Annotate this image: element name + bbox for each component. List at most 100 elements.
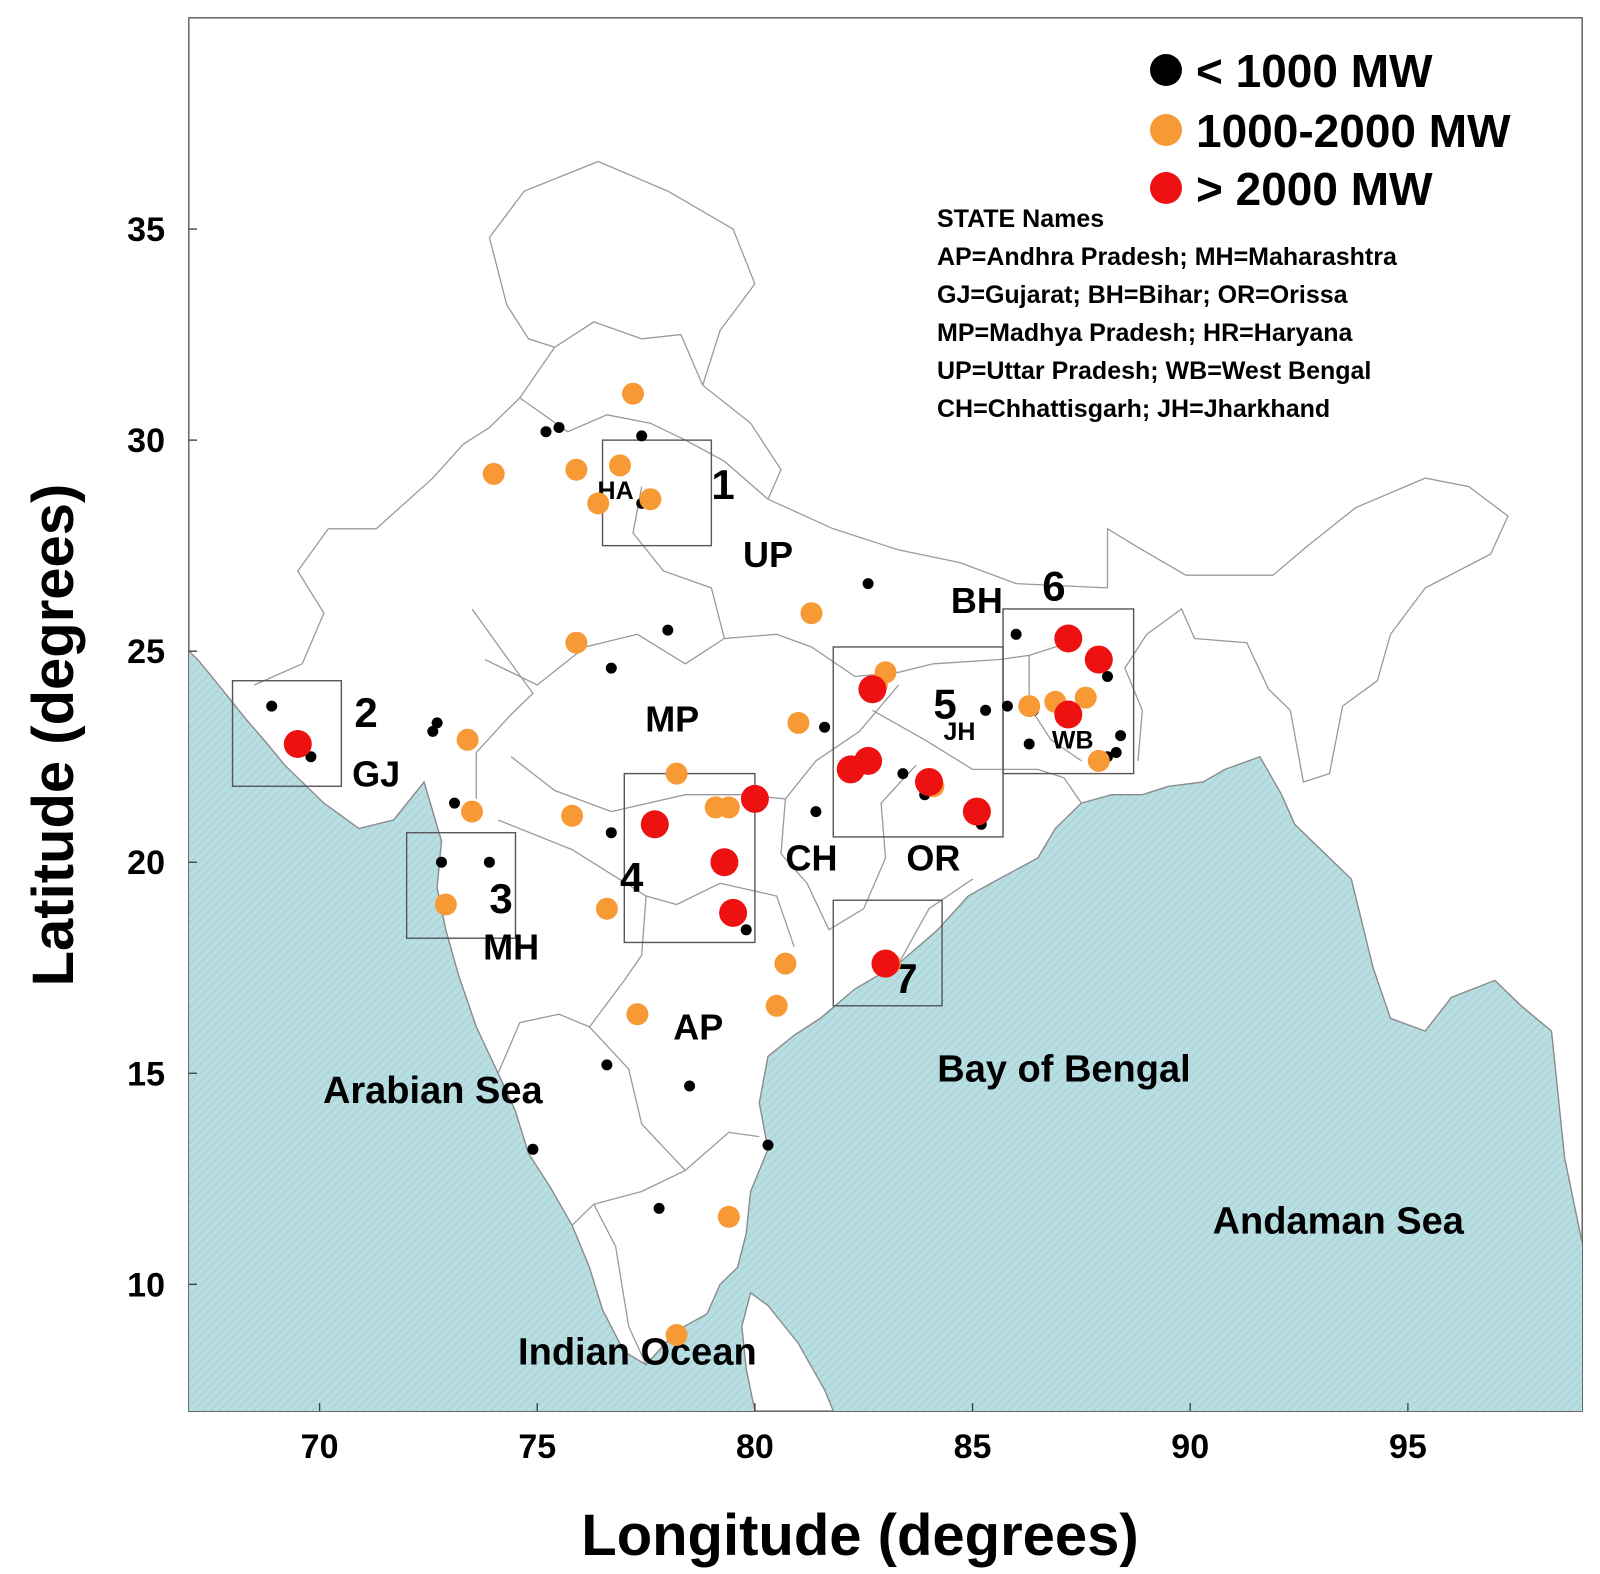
state-label: AP <box>673 1007 723 1048</box>
region-box <box>1002 608 1135 775</box>
state-border <box>488 160 782 500</box>
legend-label-medium: 1000-2000 MW <box>1196 105 1511 157</box>
region-number: 6 <box>1042 563 1065 610</box>
abbreviation-line: AP=Andhra Pradesh; MH=Maharashtra <box>937 243 1398 271</box>
power-plant-marker-large <box>1054 624 1083 653</box>
region-number: 3 <box>489 875 512 922</box>
state-border <box>497 1013 590 1074</box>
power-plant-marker-small <box>605 662 617 674</box>
power-plant-marker-medium <box>622 382 644 405</box>
power-plant-marker-small <box>449 797 460 809</box>
region-number: 4 <box>620 854 644 901</box>
power-plant-marker-large <box>871 949 900 978</box>
state-borders <box>254 160 1509 1365</box>
power-plant-marker-small <box>1115 730 1127 742</box>
state-label: MH <box>483 926 539 967</box>
region-box <box>231 680 343 787</box>
legend-marker-large <box>1150 172 1182 204</box>
abbreviation-line: GJ=Gujarat; BH=Bihar; OR=Orissa <box>937 281 1349 309</box>
power-plant-marker-medium <box>565 458 588 481</box>
power-plant-marker-medium <box>626 1003 649 1026</box>
sea-labels: Arabian Sea Bay of Bengal Andaman Sea India… <box>323 1049 1465 1374</box>
sea-label: Andaman Sea <box>1213 1201 1465 1243</box>
state-border <box>1106 477 1509 783</box>
sea-label: Arabian Sea <box>323 1070 544 1112</box>
state-border <box>898 878 973 964</box>
y-tick-label: 35 <box>127 211 165 249</box>
power-plant-marker-medium <box>639 488 662 511</box>
power-plant-marker-small <box>980 704 992 716</box>
y-tick-label: 30 <box>127 422 165 460</box>
power-plant-marker-small <box>810 806 822 818</box>
power-plant-marker-small <box>553 422 565 433</box>
legend: < 1000 MW 1000-2000 MW > 2000 MW <box>1150 45 1511 215</box>
state-border <box>767 498 1108 589</box>
power-plant-marker-medium <box>434 893 457 916</box>
x-tick-label: 90 <box>1171 1428 1209 1466</box>
y-tick-label: 25 <box>127 633 165 671</box>
state-border <box>872 709 1082 804</box>
power-plant-marker-medium <box>704 796 727 819</box>
power-plant-marker-small <box>1110 747 1122 758</box>
power-plant-marker-medium <box>665 762 688 785</box>
legend-marker-small <box>1150 54 1182 86</box>
power-plant-marker-small <box>862 578 874 590</box>
sea-label: Indian Ocean <box>518 1332 757 1374</box>
power-plant-marker-medium <box>765 994 788 1017</box>
state-border <box>484 633 1069 686</box>
power-plant-marker-medium <box>565 631 588 654</box>
state-border <box>519 397 769 500</box>
y-tick-label: 10 <box>127 1266 165 1304</box>
state-label: WB <box>1052 726 1094 754</box>
y-tick-label: 15 <box>127 1055 165 1093</box>
power-plant-marker-small <box>436 856 447 868</box>
power-plant-marker-small <box>897 768 909 780</box>
power-plant-marker-large <box>858 675 887 704</box>
power-plant-marker-large <box>740 784 769 813</box>
state-border <box>488 237 704 386</box>
x-tick-label: 70 <box>301 1428 339 1466</box>
power-plant-marker-small <box>527 1143 539 1155</box>
abbreviation-line: MP=Madhya Pradesh; HR=Haryana <box>937 319 1354 347</box>
y-tick-label: 20 <box>127 844 165 882</box>
region-box <box>405 831 517 939</box>
state-border <box>684 1131 760 1171</box>
power-plant-marker-small <box>601 1059 613 1071</box>
power-plant-marker-large <box>640 810 669 839</box>
state-border <box>254 397 521 686</box>
x-tick-label: 75 <box>518 1428 556 1466</box>
region-box <box>832 899 943 1007</box>
power-plant-marker-medium <box>665 1324 688 1346</box>
region-number: 5 <box>933 681 956 728</box>
y-axis-title: Latitude (degrees) <box>21 484 86 987</box>
power-plant-marker-large <box>1054 700 1083 729</box>
power-plant-marker-small <box>305 751 317 763</box>
sea-label: Bay of Bengal <box>937 1049 1190 1091</box>
power-plant-marker-small <box>662 624 674 636</box>
legend-marker-medium <box>1150 114 1182 146</box>
power-plant-marker-small <box>762 1139 774 1151</box>
state-label: OR <box>906 838 960 879</box>
abbreviation-line: UP=Uttar Pradesh; WB=West Bengal <box>937 357 1371 385</box>
power-plant-marker-small <box>540 426 552 438</box>
power-plant-marker-medium <box>1087 749 1110 772</box>
power-plant-marker-small <box>1010 628 1022 640</box>
state-border <box>519 346 556 399</box>
power-plant-marker-large <box>836 755 865 784</box>
power-plant-marker-medium <box>609 454 631 477</box>
power-plant-marker-medium <box>587 492 610 515</box>
power-plant-marker-large <box>283 730 312 758</box>
state-label: UP <box>743 534 793 575</box>
power-plant-marker-small <box>1102 671 1113 682</box>
state-border <box>1028 655 1082 762</box>
state-border <box>471 608 534 799</box>
power-plant-marker-medium <box>561 804 584 827</box>
power-plant-markers <box>266 382 1127 1346</box>
y-axis-ticks: 10 15 20 25 30 35 <box>127 211 197 1304</box>
state-border <box>780 764 917 931</box>
power-plant-marker-small <box>1001 700 1013 712</box>
abbreviation-title: STATE Names <box>937 205 1104 233</box>
power-plant-marker-medium <box>1018 695 1041 718</box>
x-axis-title: Longitude (degrees) <box>581 1503 1138 1568</box>
